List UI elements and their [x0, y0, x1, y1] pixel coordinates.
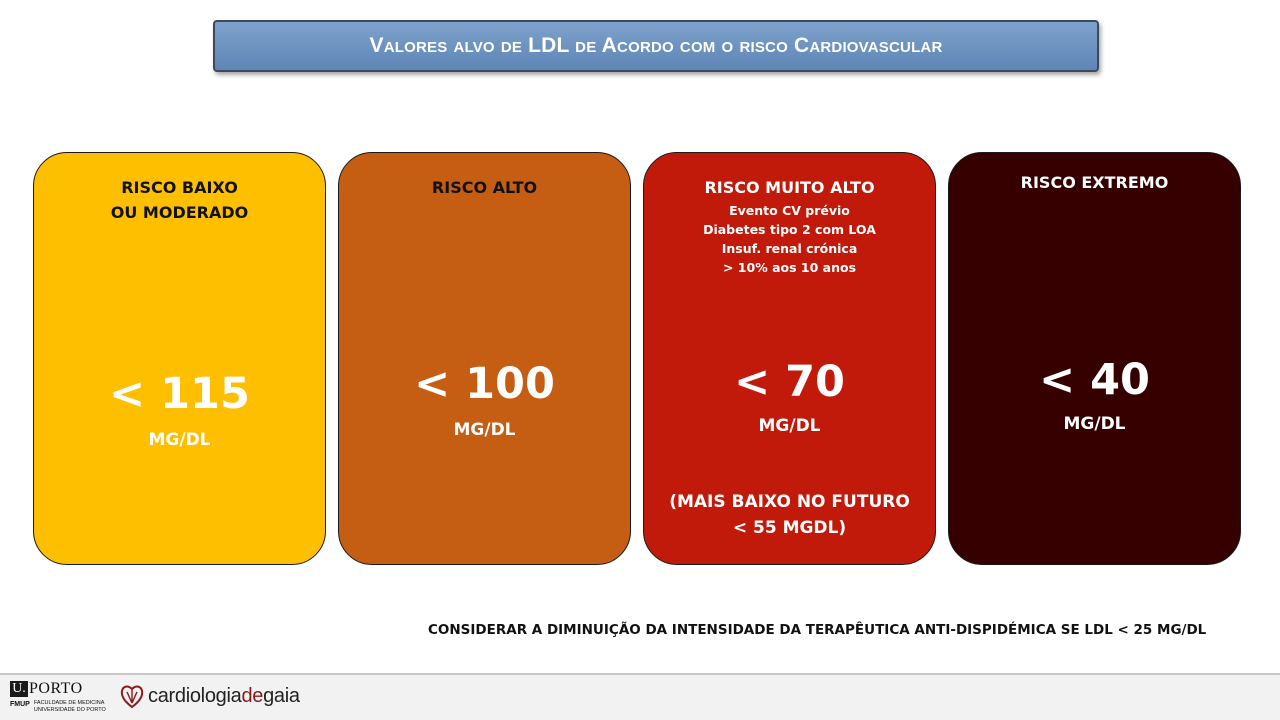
uporto-logo: U. PORTO FMUP FACULDADE DE MEDICINA UNIV… [10, 680, 110, 718]
footnote: CONSIDERAR A DIMINUIÇÃO DA INTENSIDADE D… [428, 622, 1207, 638]
fmup-abbr: FMUP [10, 701, 30, 708]
ldl-target-value: < 115 [109, 369, 250, 419]
fmup-line1: FACULDADE DE MEDICINA [33, 700, 105, 706]
criteria-item: Evento CV prévio [729, 203, 850, 218]
ldl-target-value: < 40 [1039, 355, 1150, 405]
card-heading: RISCO ALTO [431, 178, 538, 197]
ldl-unit: MG/DL [148, 430, 211, 450]
slide-title: Valores alvo de LDL de Acordo com o risc… [213, 20, 1099, 72]
ldl-unit: MG/DL [453, 420, 516, 440]
criteria-item: Insuf. renal crónica [721, 241, 858, 256]
fmup-line2: UNIVERSIDADE DO PORTO [33, 707, 106, 713]
cg-part2: de [241, 684, 264, 707]
card-criteria: Evento CV prévio Diabetes tipo 2 com LOA… [644, 201, 935, 277]
criteria-item: > 10% aos 10 anos [722, 260, 857, 275]
cardiologia-de-gaia-logo: cardiologiadegaia [120, 683, 300, 709]
risk-card-low-moderate: RISCO BAIXO OU MODERADO < 115 MG/DL [33, 152, 326, 565]
risk-card-very-high: RISCO MUITO ALTO Evento CV prévio Diabet… [643, 152, 936, 565]
ldl-unit: MG/DL [1063, 414, 1126, 434]
cg-part1: cardiologia [148, 684, 242, 707]
card-heading: RISCO BAIXO OU MODERADO [110, 178, 249, 222]
footer-divider [0, 673, 1280, 675]
card-heading: RISCO MUITO ALTO [704, 178, 875, 197]
future-target-note: (MAIS BAIXO NO FUTURO < 55 MGDL) [669, 492, 910, 538]
criteria-item: Diabetes tipo 2 com LOA [703, 222, 876, 237]
uporto-logo-word: PORTO [29, 680, 83, 697]
ldl-target-value: < 100 [414, 359, 555, 409]
risk-card-extreme: RISCO EXTREMO < 40 MG/DL [948, 152, 1241, 565]
cg-part3: gaia [263, 684, 300, 707]
ldl-unit: MG/DL [758, 416, 821, 436]
footer: U. PORTO FMUP FACULDADE DE MEDICINA UNIV… [0, 675, 1280, 720]
uporto-logo-box: U. [10, 681, 28, 697]
card-heading: RISCO EXTREMO [1020, 173, 1169, 192]
ldl-target-value: < 70 [734, 357, 845, 407]
heart-icon [120, 685, 144, 709]
risk-card-high: RISCO ALTO < 100 MG/DL [338, 152, 631, 565]
fmup-name: FACULDADE DE MEDICINA UNIVERSIDADE DO PO… [34, 700, 106, 714]
